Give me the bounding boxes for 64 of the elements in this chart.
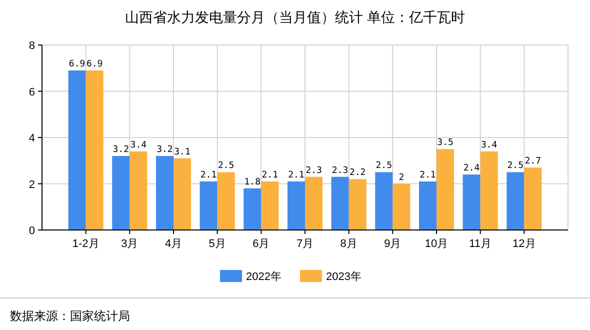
data-label: 6.9	[68, 59, 86, 70]
x-tick-label: 4月	[164, 238, 182, 250]
data-label: 2.3	[332, 166, 348, 176]
bar	[156, 156, 174, 230]
data-label: 2	[398, 172, 404, 183]
data-label: 3.2	[112, 145, 130, 155]
y-tick-label: 0	[28, 225, 35, 237]
bar	[392, 184, 410, 230]
bar	[200, 181, 218, 230]
x-tick-label: 8月	[340, 238, 358, 250]
y-tick-label: 8	[28, 40, 35, 52]
bar	[244, 188, 262, 230]
data-label: 2.1	[420, 170, 436, 180]
data-label: 1.8	[244, 177, 261, 188]
bar	[462, 174, 480, 230]
data-label: 2.7	[524, 156, 542, 167]
bar	[348, 179, 366, 230]
source-note: 数据来源：国家统计局	[10, 309, 130, 323]
bar	[506, 172, 524, 230]
data-label: 2.5	[507, 161, 524, 172]
legend-label: 2022年	[246, 271, 282, 283]
data-label: 2.5	[376, 161, 392, 172]
bar	[480, 151, 498, 230]
bar	[68, 70, 86, 230]
bar	[375, 172, 393, 230]
x-tick-label: 7月	[296, 238, 314, 250]
bar	[86, 70, 104, 230]
bar	[174, 158, 192, 230]
data-label: 3.2	[156, 145, 173, 155]
bar	[112, 156, 130, 230]
bar	[287, 181, 305, 230]
x-tick-label: 6月	[252, 238, 270, 250]
x-tick-label: 12月	[512, 238, 536, 250]
data-label: 3.5	[437, 138, 454, 148]
data-label: 2.3	[306, 166, 322, 176]
x-tick-label: 10月	[424, 238, 448, 250]
data-label: 6.9	[86, 59, 103, 70]
bar	[331, 176, 349, 230]
x-tick-label: 1-2月	[72, 238, 100, 250]
bar	[418, 181, 436, 230]
x-tick-label: 5月	[208, 238, 226, 250]
bar	[130, 151, 148, 230]
bar	[261, 181, 279, 230]
y-tick-label: 4	[28, 132, 35, 144]
data-label: 3.1	[174, 147, 190, 158]
data-label: 2.1	[288, 170, 304, 180]
y-tick-label: 6	[28, 86, 35, 98]
x-tick-label: 11月	[469, 238, 492, 250]
bar	[217, 172, 235, 230]
data-label: 3.4	[480, 140, 498, 150]
y-tick-label: 2	[28, 178, 35, 191]
bar	[305, 176, 323, 230]
data-label: 3.4	[130, 140, 147, 150]
data-label: 2.1	[262, 170, 278, 180]
data-label: 2.5	[218, 161, 234, 172]
chart-title: 山西省水力发电量分月（当月值）统计 单位：亿千瓦时	[125, 9, 465, 25]
data-label: 2.4	[463, 164, 480, 174]
x-tick-label: 9月	[384, 238, 402, 250]
bar	[436, 149, 454, 230]
data-label: 2.1	[200, 170, 217, 180]
legend-label: 2023年	[326, 271, 362, 283]
data-label: 2.2	[349, 168, 366, 178]
bar	[524, 168, 542, 230]
x-tick-label: 3月	[121, 238, 138, 250]
